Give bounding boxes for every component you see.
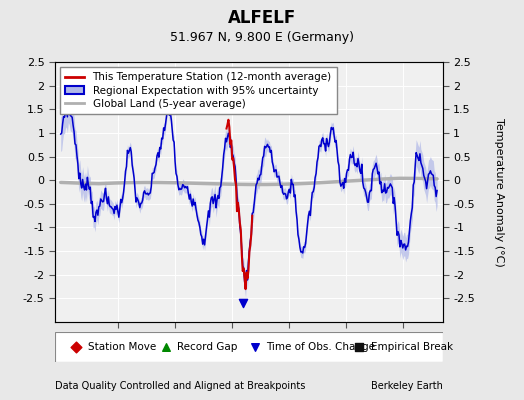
Text: ALFELF: ALFELF xyxy=(228,9,296,27)
Point xyxy=(250,344,259,350)
Text: Data Quality Controlled and Aligned at Breakpoints: Data Quality Controlled and Aligned at B… xyxy=(55,381,305,391)
Text: Station Move: Station Move xyxy=(88,342,156,352)
Point xyxy=(161,344,170,350)
Text: Record Gap: Record Gap xyxy=(177,342,237,352)
Text: 51.967 N, 9.800 E (Germany): 51.967 N, 9.800 E (Germany) xyxy=(170,32,354,44)
Text: Berkeley Earth: Berkeley Earth xyxy=(371,381,443,391)
Point xyxy=(72,344,81,350)
Legend: This Temperature Station (12-month average), Regional Expectation with 95% uncer: This Temperature Station (12-month avera… xyxy=(60,67,337,114)
FancyBboxPatch shape xyxy=(55,332,443,362)
Point xyxy=(239,300,247,306)
Text: Empirical Break: Empirical Break xyxy=(371,342,453,352)
Y-axis label: Temperature Anomaly (°C): Temperature Anomaly (°C) xyxy=(494,118,505,266)
Text: Time of Obs. Change: Time of Obs. Change xyxy=(266,342,375,352)
Point xyxy=(355,344,364,350)
